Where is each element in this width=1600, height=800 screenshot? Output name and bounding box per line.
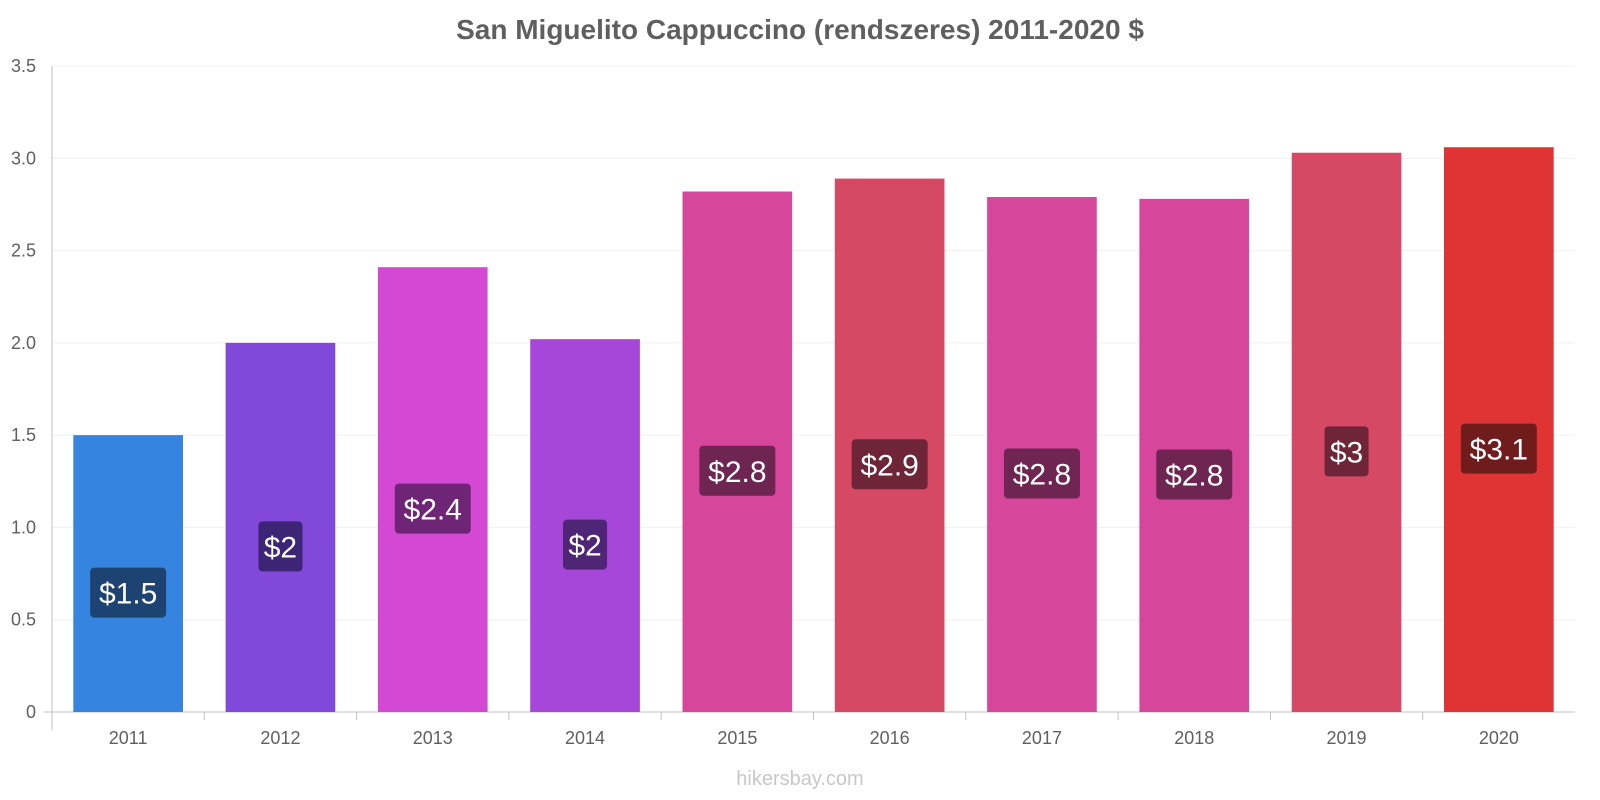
x-tick-label: 2015 — [717, 728, 757, 748]
data-label: $2.8 — [708, 456, 766, 489]
chart-title: San Miguelito Cappuccino (rendszeres) 20… — [456, 14, 1144, 45]
data-label-badge — [1324, 426, 1369, 477]
y-tick-label: 2.0 — [11, 333, 36, 353]
y-tick-label: 1.5 — [11, 425, 36, 445]
data-label: $3.1 — [1470, 434, 1528, 467]
data-label: $2 — [568, 530, 601, 563]
data-label-badge — [1003, 448, 1080, 499]
y-tick-label: 3.0 — [11, 148, 36, 168]
data-label-badge — [1460, 423, 1537, 474]
x-tick-label: 2011 — [109, 728, 148, 748]
x-tick-label: 2018 — [1174, 728, 1214, 748]
data-labels: $1.5 $2 $2.4 $2 $2.8 $2.9 $2.8 $2.8 $3 $3.1 — [90, 423, 1537, 618]
data-label-badge — [699, 445, 776, 496]
x-tick-label: 2017 — [1022, 728, 1062, 748]
x-tick-label: 2012 — [260, 728, 300, 748]
data-label: $2.4 — [404, 494, 462, 527]
y-tick-label: 1.0 — [11, 517, 36, 537]
x-tick-label: 2014 — [565, 728, 605, 748]
x-tick-label: 2019 — [1327, 728, 1367, 748]
data-label-badge — [90, 567, 167, 618]
data-label-badge — [1156, 449, 1233, 500]
data-label: $2.9 — [860, 449, 918, 482]
data-label-badge — [563, 519, 608, 570]
data-label: $2.8 — [1165, 459, 1223, 492]
data-label: $1.5 — [99, 578, 157, 611]
y-axis-ticks: 0 0.5 1.0 1.5 2.0 2.5 3.0 3.5 — [11, 56, 36, 722]
x-tick-label: 2016 — [870, 728, 910, 748]
x-axis-ticks: 2011 2012 2013 2014 2015 2016 2017 2018 2019 2020 — [51, 712, 1519, 748]
data-label: $2.8 — [1013, 459, 1071, 492]
data-label-badge — [394, 483, 471, 534]
data-label: $2 — [264, 531, 297, 564]
data-label: $3 — [1330, 436, 1363, 469]
y-tick-label: 0.5 — [11, 610, 36, 630]
x-tick-label: 2013 — [413, 728, 453, 748]
data-label-badge — [851, 439, 928, 490]
y-tick-label: 0 — [26, 702, 36, 722]
y-tick-label: 3.5 — [11, 56, 36, 76]
watermark: hikersbay.com — [736, 768, 864, 790]
y-tick-label: 2.5 — [11, 241, 36, 261]
x-tick-label: 2020 — [1479, 728, 1519, 748]
data-label-badge — [258, 521, 303, 572]
